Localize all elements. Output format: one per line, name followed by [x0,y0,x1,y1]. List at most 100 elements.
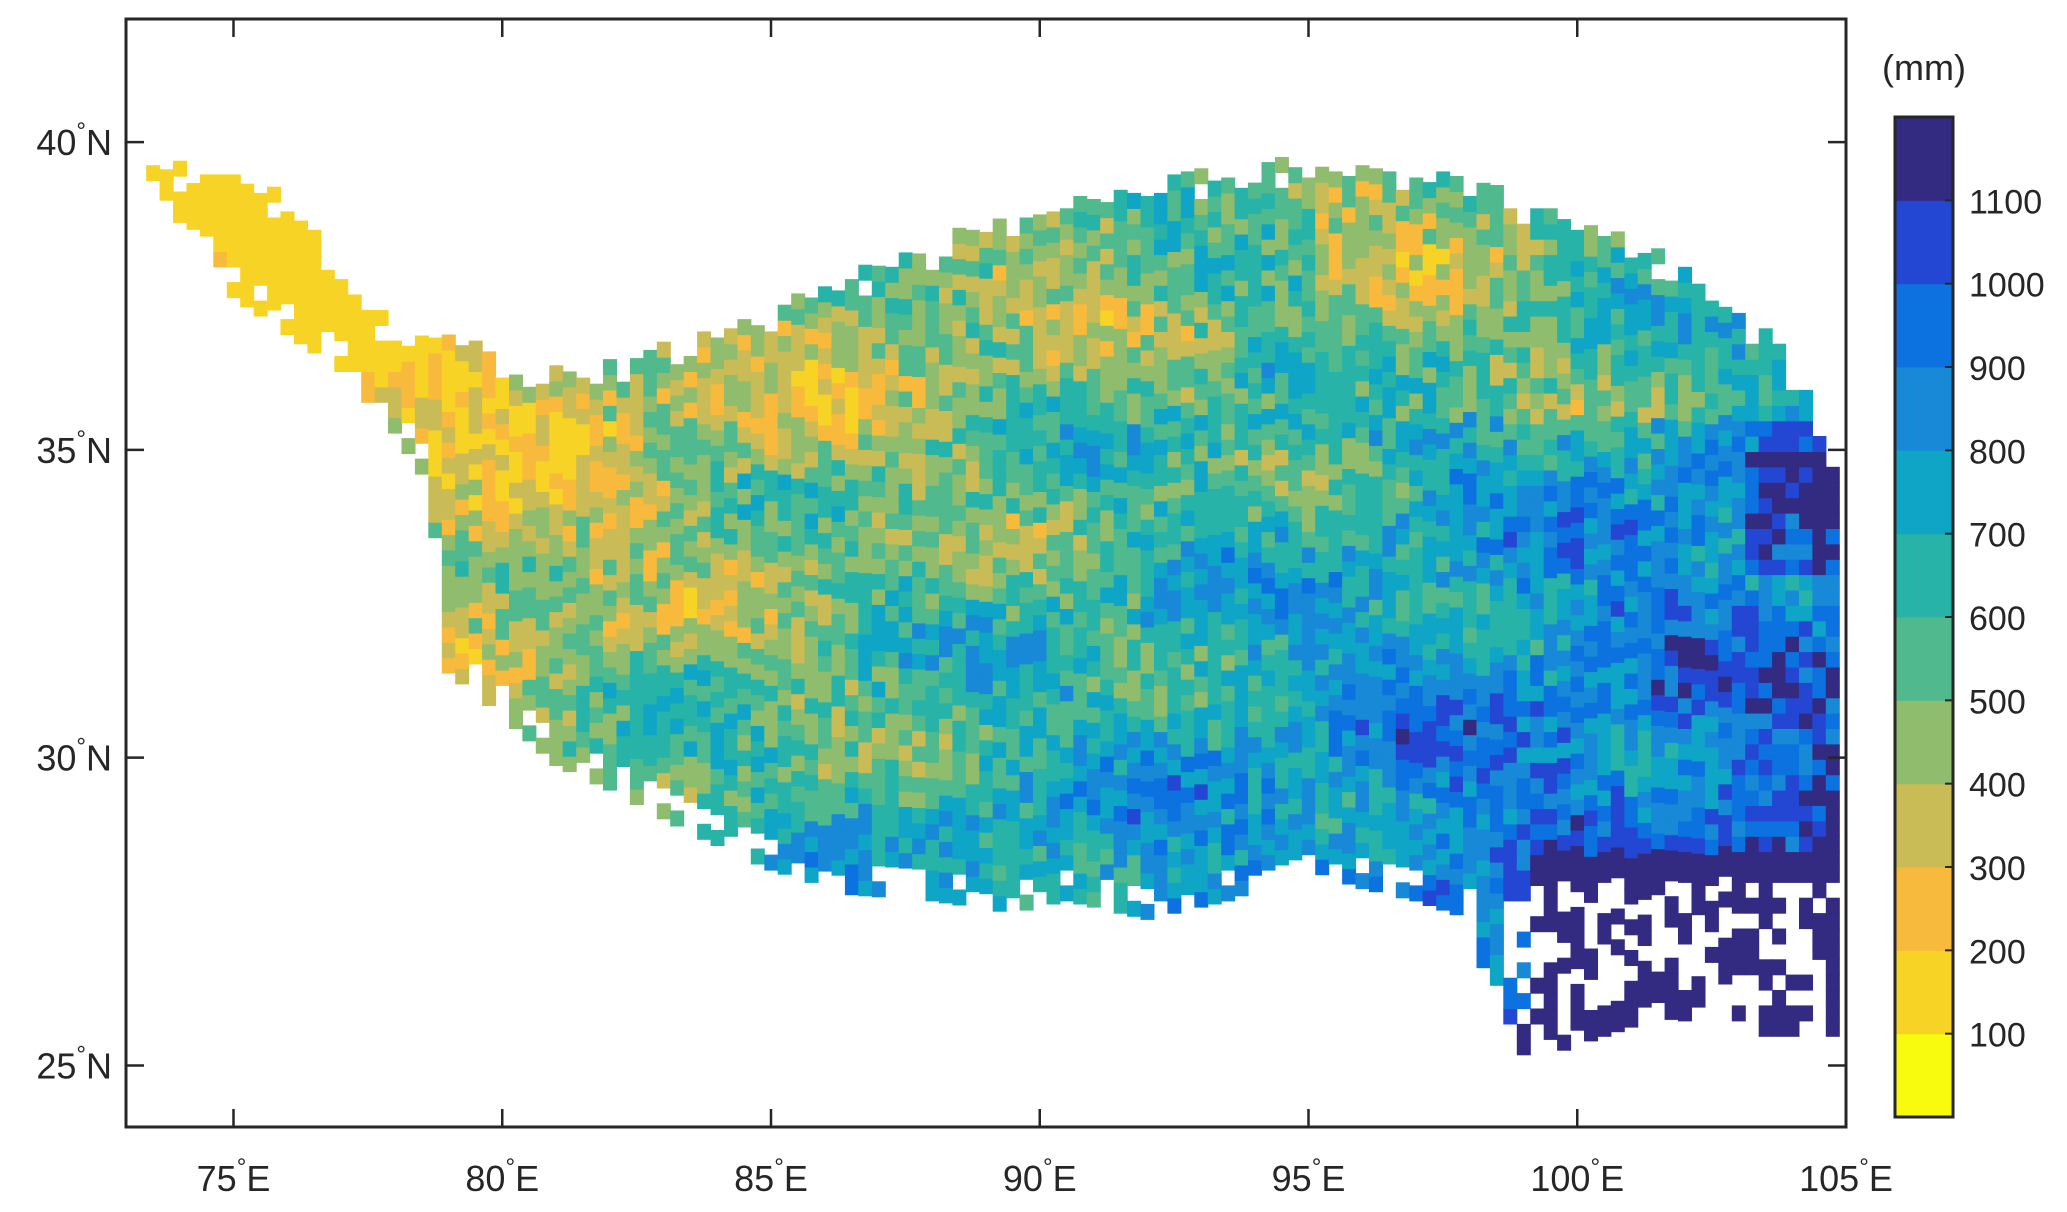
raster-cell [482,659,497,676]
raster-cell [1382,802,1397,819]
raster-cell [1489,554,1504,571]
raster-cell [992,233,1007,250]
raster-cell [1180,294,1195,311]
raster-cell [1463,765,1477,782]
raster-cell [1127,854,1142,871]
raster-cell [522,633,537,649]
raster-cell [1154,423,1168,440]
raster-cell [1584,717,1598,734]
raster-cell [1758,697,1773,714]
raster-cell [629,450,644,467]
raster-cell [1301,393,1316,409]
raster-cell [818,455,832,472]
raster-cell [1019,417,1034,434]
raster-cell [818,671,832,687]
raster-cell [495,377,510,394]
raster-cell [1100,848,1115,865]
degree-symbol: ° [1312,1154,1322,1181]
raster-cell [495,623,510,640]
raster-cell [885,559,900,576]
raster-cell [1422,551,1437,568]
raster-cell [791,708,806,725]
raster-cell [724,820,738,837]
raster-cell [1086,229,1101,246]
raster-cell [428,491,443,508]
raster-cell [1207,565,1222,582]
raster-cell [1530,316,1545,332]
lon-tick-value: 85 [734,1158,774,1199]
raster-cell [1355,365,1370,382]
raster-cell [804,836,819,853]
raster-cell [414,412,429,429]
raster-cell [777,335,792,352]
raster-cell [240,291,255,308]
raster-cell [1718,553,1733,569]
raster-cell [1342,637,1357,654]
raster-cell [952,458,967,475]
raster-cell [1180,540,1195,557]
colorbar-tick-label: 700 [1969,517,2026,555]
raster-cell [1489,662,1504,678]
raster-cell [885,297,900,314]
raster-cell [1073,426,1088,443]
raster-cell [939,595,953,612]
raster-cell [1301,469,1316,486]
raster-cell [898,621,913,638]
raster-cell [1570,368,1585,385]
raster-cell [1664,326,1679,343]
raster-cell [576,439,591,456]
raster-cell [495,669,510,686]
raster-cell [1785,805,1800,822]
raster-cell [1651,648,1666,665]
raster-cell [1664,342,1679,359]
raster-cell [1825,1020,1840,1037]
raster-cell [1597,713,1612,729]
raster-cell [750,771,765,788]
raster-cell [1584,825,1598,842]
raster-cell [1678,851,1692,868]
raster-cell [482,643,497,660]
raster-cell [1234,803,1249,820]
raster-cell [710,460,725,477]
raster-cell [1489,646,1504,663]
raster-cell [1651,540,1666,557]
raster-cell [1516,331,1531,348]
raster-cell [1409,762,1424,779]
raster-cell [1234,449,1249,466]
raster-cell [1127,500,1142,517]
raster-cell [1194,691,1209,708]
raster-cell [1207,765,1222,782]
raster-cell [1274,787,1289,804]
raster-cell [1180,171,1195,188]
raster-cell [1086,245,1101,262]
raster-cell [1248,505,1262,522]
raster-cell [1516,669,1531,686]
raster-cell [871,727,886,744]
raster-cell [885,836,900,853]
raster-cell [1463,534,1477,551]
raster-cell [1342,806,1357,823]
raster-cell [1637,376,1652,392]
raster-cell [240,229,255,246]
raster-cell [1154,823,1168,840]
raster-cell [1288,428,1303,445]
raster-cell [1328,232,1343,249]
raster-cell [1731,897,1746,914]
raster-cell [1355,165,1370,182]
raster-cell [1718,660,1733,677]
raster-cell [670,364,685,381]
raster-cell [952,289,967,306]
raster-cell [1691,837,1706,854]
raster-cell [1288,475,1303,491]
raster-cell [871,435,886,451]
raster-cell [818,717,832,734]
raster-cell [1342,668,1357,685]
raster-cell [737,811,752,828]
raster-cell [1758,728,1773,745]
raster-cell [1637,868,1652,885]
raster-cell [1248,182,1262,199]
raster-cell [495,485,510,502]
raster-cell [1154,793,1168,810]
raster-cell [1476,398,1491,415]
